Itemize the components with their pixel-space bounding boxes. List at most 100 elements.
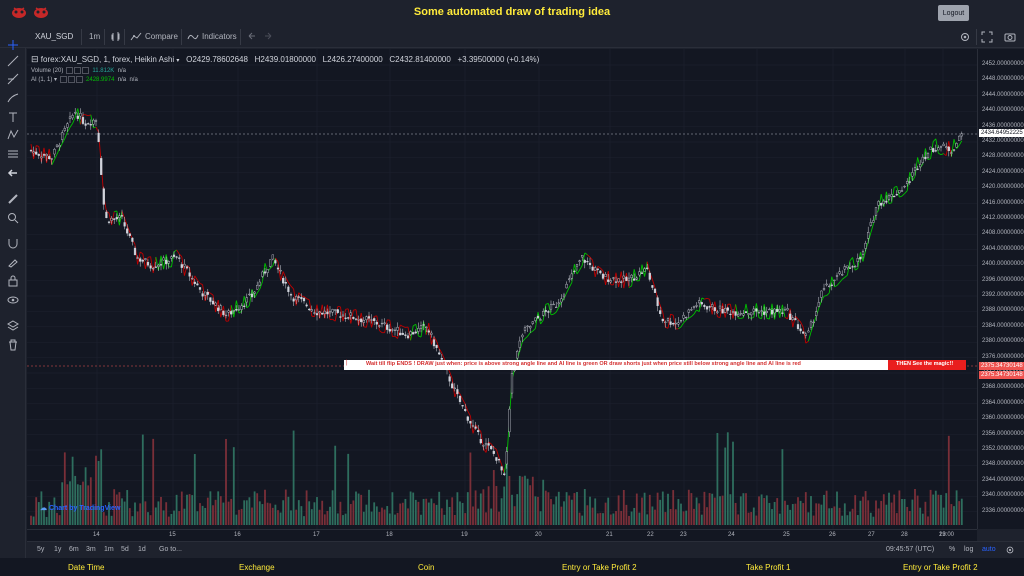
magnet-icon[interactable] bbox=[7, 237, 19, 249]
redo-icon[interactable] bbox=[262, 31, 274, 43]
candle-body bbox=[890, 194, 893, 197]
axis-settings-gear-icon[interactable] bbox=[1005, 545, 1015, 555]
ai-line-segment bbox=[358, 312, 362, 326]
ai-eye-icon[interactable] bbox=[59, 76, 67, 84]
symbol-search[interactable]: XAU_SGD bbox=[35, 32, 74, 41]
logout-button[interactable]: Logout bbox=[938, 5, 969, 21]
settings-gear-icon[interactable] bbox=[959, 31, 971, 43]
volume-bar bbox=[50, 508, 53, 525]
utc-clock[interactable]: 09:45:57 (UTC) bbox=[886, 546, 935, 553]
volume-bar bbox=[422, 498, 425, 525]
range-6m[interactable]: 6m bbox=[69, 546, 79, 553]
ai-close-icon[interactable] bbox=[75, 76, 83, 84]
legend-collapse-icon[interactable]: ⊟ bbox=[31, 54, 39, 64]
candle-body bbox=[107, 221, 111, 223]
volume-bar bbox=[485, 512, 487, 525]
volume-bar bbox=[612, 513, 615, 525]
legend-dropdown-icon[interactable]: ▾ bbox=[176, 58, 180, 64]
undo-icon[interactable] bbox=[246, 31, 258, 43]
ai-label[interactable]: AI (1, 1) bbox=[31, 77, 53, 84]
ai-line-segment bbox=[412, 323, 417, 327]
candle-body bbox=[422, 324, 425, 326]
price-tick: 2428.00000000 bbox=[982, 153, 1024, 160]
percent-toggle[interactable]: % bbox=[949, 546, 956, 553]
volume-bar bbox=[726, 432, 729, 525]
candle-body bbox=[744, 311, 748, 313]
volume-bar bbox=[526, 478, 529, 525]
volume-bar bbox=[929, 489, 932, 525]
stay-drawing-icon[interactable] bbox=[7, 256, 19, 268]
layers-icon[interactable] bbox=[7, 320, 19, 332]
eye-icon[interactable] bbox=[7, 294, 19, 306]
range-5d[interactable]: 5d bbox=[121, 546, 129, 553]
compare-icon[interactable] bbox=[130, 31, 142, 43]
ai-line-segment bbox=[641, 264, 646, 277]
brush-icon[interactable] bbox=[7, 92, 19, 104]
range-1d[interactable]: 1d bbox=[138, 546, 146, 553]
candle-body bbox=[388, 329, 391, 332]
camera-icon[interactable] bbox=[1004, 31, 1016, 43]
range-1y[interactable]: 1y bbox=[54, 546, 62, 553]
candle-body bbox=[807, 330, 810, 333]
candle-body bbox=[425, 326, 428, 328]
fullscreen-icon[interactable] bbox=[981, 31, 993, 43]
prediction-icon[interactable] bbox=[7, 148, 19, 160]
volume-bar bbox=[934, 490, 937, 525]
ai-settings-icon[interactable] bbox=[67, 76, 75, 84]
volume-bar bbox=[58, 515, 61, 525]
candle-body bbox=[854, 266, 857, 268]
chart-style-icon[interactable] bbox=[110, 31, 122, 43]
volume-bar bbox=[529, 485, 532, 525]
goto-button[interactable]: Go to... bbox=[159, 546, 182, 553]
ai-dropdown-icon[interactable]: ▾ bbox=[54, 77, 58, 84]
fib-icon[interactable] bbox=[7, 73, 19, 85]
candle-body bbox=[799, 328, 802, 332]
range-3m[interactable]: 3m bbox=[86, 546, 96, 553]
compare-button[interactable]: Compare bbox=[145, 32, 178, 41]
pattern-icon[interactable] bbox=[7, 129, 19, 141]
ai-line-segment bbox=[672, 315, 677, 329]
indicators-button[interactable]: Indicators bbox=[202, 32, 237, 41]
time-axis[interactable]: 14 15 16 17 18 19 20 21 22 23 24 25 26 27 28 29 13:00 bbox=[27, 529, 977, 541]
lock-icon[interactable] bbox=[7, 275, 19, 287]
legend-title[interactable]: forex:XAU_SGD, 1, forex, Heikin Ashi bbox=[40, 55, 175, 64]
ai-line-segment bbox=[256, 288, 261, 294]
trash-icon[interactable] bbox=[7, 339, 19, 351]
log-toggle[interactable]: log bbox=[964, 546, 974, 553]
volume-bar bbox=[877, 508, 880, 525]
volume-label[interactable]: Volume (20) bbox=[31, 68, 64, 75]
volume-close-icon[interactable] bbox=[82, 67, 90, 74]
tradingview-watermark[interactable]: ☁ Chart by TradingView bbox=[40, 504, 120, 512]
candle-body bbox=[378, 325, 381, 327]
trend-line-icon[interactable] bbox=[7, 55, 19, 67]
volume-settings-icon[interactable] bbox=[74, 67, 82, 74]
volume-eye-icon[interactable] bbox=[66, 67, 74, 74]
brand-logo-icon[interactable] bbox=[33, 5, 49, 19]
crosshair-icon[interactable] bbox=[7, 39, 19, 51]
text-icon[interactable] bbox=[7, 111, 19, 123]
ai-line-segment bbox=[360, 312, 365, 327]
brand-logo-icon[interactable] bbox=[11, 5, 27, 19]
candle-body bbox=[588, 262, 592, 266]
interval-button[interactable]: 1m bbox=[89, 32, 101, 41]
back-arrow-icon[interactable] bbox=[7, 167, 19, 179]
ai-line-segment bbox=[394, 335, 398, 339]
range-1m[interactable]: 1m bbox=[104, 546, 114, 553]
range-5y[interactable]: 5y bbox=[37, 546, 45, 553]
volume-bar bbox=[955, 490, 958, 525]
candle-body bbox=[737, 314, 740, 317]
zoom-icon[interactable] bbox=[7, 212, 19, 224]
auto-toggle[interactable]: auto bbox=[982, 546, 996, 553]
chart-pane[interactable]: ⊟ forex:XAU_SGD, 1, forex, Heikin Ashi ▾… bbox=[27, 49, 977, 529]
volume-bar bbox=[864, 491, 867, 525]
ai-line-segment bbox=[550, 313, 554, 316]
ai-line-segment bbox=[628, 285, 632, 288]
candle-body bbox=[752, 308, 755, 312]
indicators-icon[interactable] bbox=[187, 31, 199, 43]
price-chart[interactable] bbox=[27, 49, 977, 529]
volume-bar bbox=[563, 501, 565, 525]
price-axis[interactable]: 2452.00000000 2448.00000000 2444.00000000 2… bbox=[977, 49, 1024, 529]
volume-bar bbox=[799, 500, 802, 525]
measure-icon[interactable] bbox=[7, 193, 19, 205]
ai-line-segment bbox=[579, 265, 583, 271]
